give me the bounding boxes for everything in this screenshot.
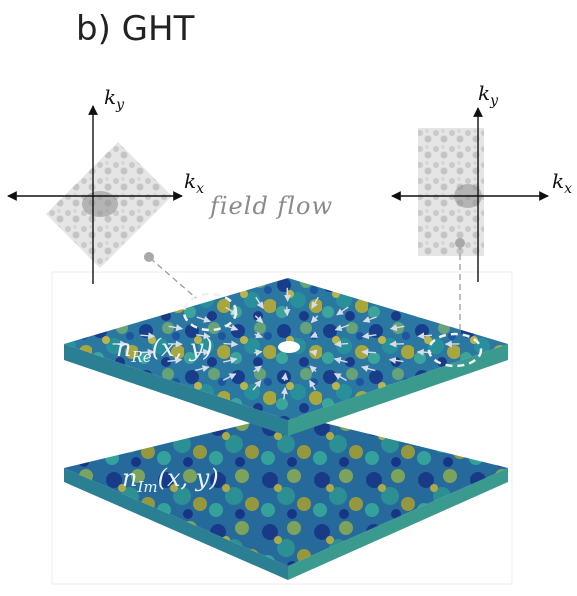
right-highlight-circle (427, 332, 483, 368)
background-frame (51, 271, 513, 585)
flow-arrow-16 (254, 331, 263, 339)
left-ky-label: ky (104, 85, 125, 113)
flow-arrow-37 (281, 372, 289, 381)
imag-index-plane: nIm(x, y) (64, 414, 508, 580)
flow-arrow-17 (223, 340, 239, 348)
field-flow-label: field flow (208, 192, 333, 220)
figure-title: b) GHT (76, 9, 195, 49)
flow-arrow-38 (252, 379, 262, 391)
flow-arrow-26 (389, 324, 405, 332)
right-guide-dot (455, 238, 465, 248)
flow-arrow-27 (361, 332, 377, 340)
flow-arrow-41 (388, 356, 404, 364)
flow-arrow-3 (196, 316, 211, 323)
flow-arrow-14 (336, 306, 349, 316)
flow-arrow-7 (311, 296, 319, 309)
flow-arrow-1 (255, 296, 264, 309)
flow-arrow-44 (309, 379, 316, 391)
imag-plane-label: nIm(x, y) (122, 464, 219, 496)
flow-arrow-11 (196, 332, 211, 340)
flow-arrow-21 (334, 324, 349, 332)
flow-arrow-28 (334, 340, 349, 348)
real-index-plane: nRe(x, y) (64, 278, 508, 436)
flow-arrow-5 (140, 332, 156, 340)
flow-arrow-29 (309, 349, 318, 357)
flow-arrow-22 (310, 331, 319, 338)
flow-arrow-31 (222, 373, 237, 381)
real-plane-side-left (64, 344, 288, 436)
left-guide-line (149, 257, 197, 299)
left-guide-dot (144, 252, 154, 262)
flow-arrow-24 (223, 356, 238, 364)
imag-plane-side-left (64, 468, 288, 580)
flow-arrow-34 (361, 348, 377, 356)
left-fourier-inset: ky kx (7, 85, 204, 284)
right-ky-label: ky (478, 81, 499, 109)
flow-arrow-43 (333, 372, 347, 382)
flow-arrow-8 (283, 306, 291, 317)
right-kx-label: kx (552, 169, 572, 197)
right-fourier-inset: ky kx (391, 81, 572, 282)
flow-arrow-45 (280, 387, 288, 400)
left-kx-label: kx (184, 169, 204, 197)
real-plane-side-right (288, 344, 508, 436)
real-plane-label: nRe(x, y) (116, 334, 213, 366)
flow-arrow-36 (309, 365, 318, 373)
field-flow-arrows (112, 287, 460, 400)
center-sink-marker (278, 341, 300, 353)
imag-plane-top (64, 414, 508, 566)
flow-arrow-23 (253, 349, 263, 357)
flow-arrow-4 (168, 324, 184, 332)
flow-arrow-30 (253, 365, 262, 373)
flow-arrow-9 (254, 315, 264, 324)
imag-plane-side-right (288, 468, 508, 580)
flow-arrow-42 (361, 365, 376, 372)
flow-arrow-15 (310, 315, 319, 324)
flow-arrow-35 (333, 357, 348, 364)
flow-arrow-18 (195, 348, 211, 356)
imag-plane-shade (64, 414, 508, 566)
left-fourier-center-blob (82, 191, 118, 217)
flow-arrow-20 (362, 316, 377, 323)
flow-arrow-25 (195, 365, 210, 372)
left-highlight-circle (182, 292, 238, 332)
flow-arrow-32 (417, 332, 433, 340)
flow-arrow-13 (139, 348, 155, 356)
flow-arrow-19 (167, 356, 183, 364)
